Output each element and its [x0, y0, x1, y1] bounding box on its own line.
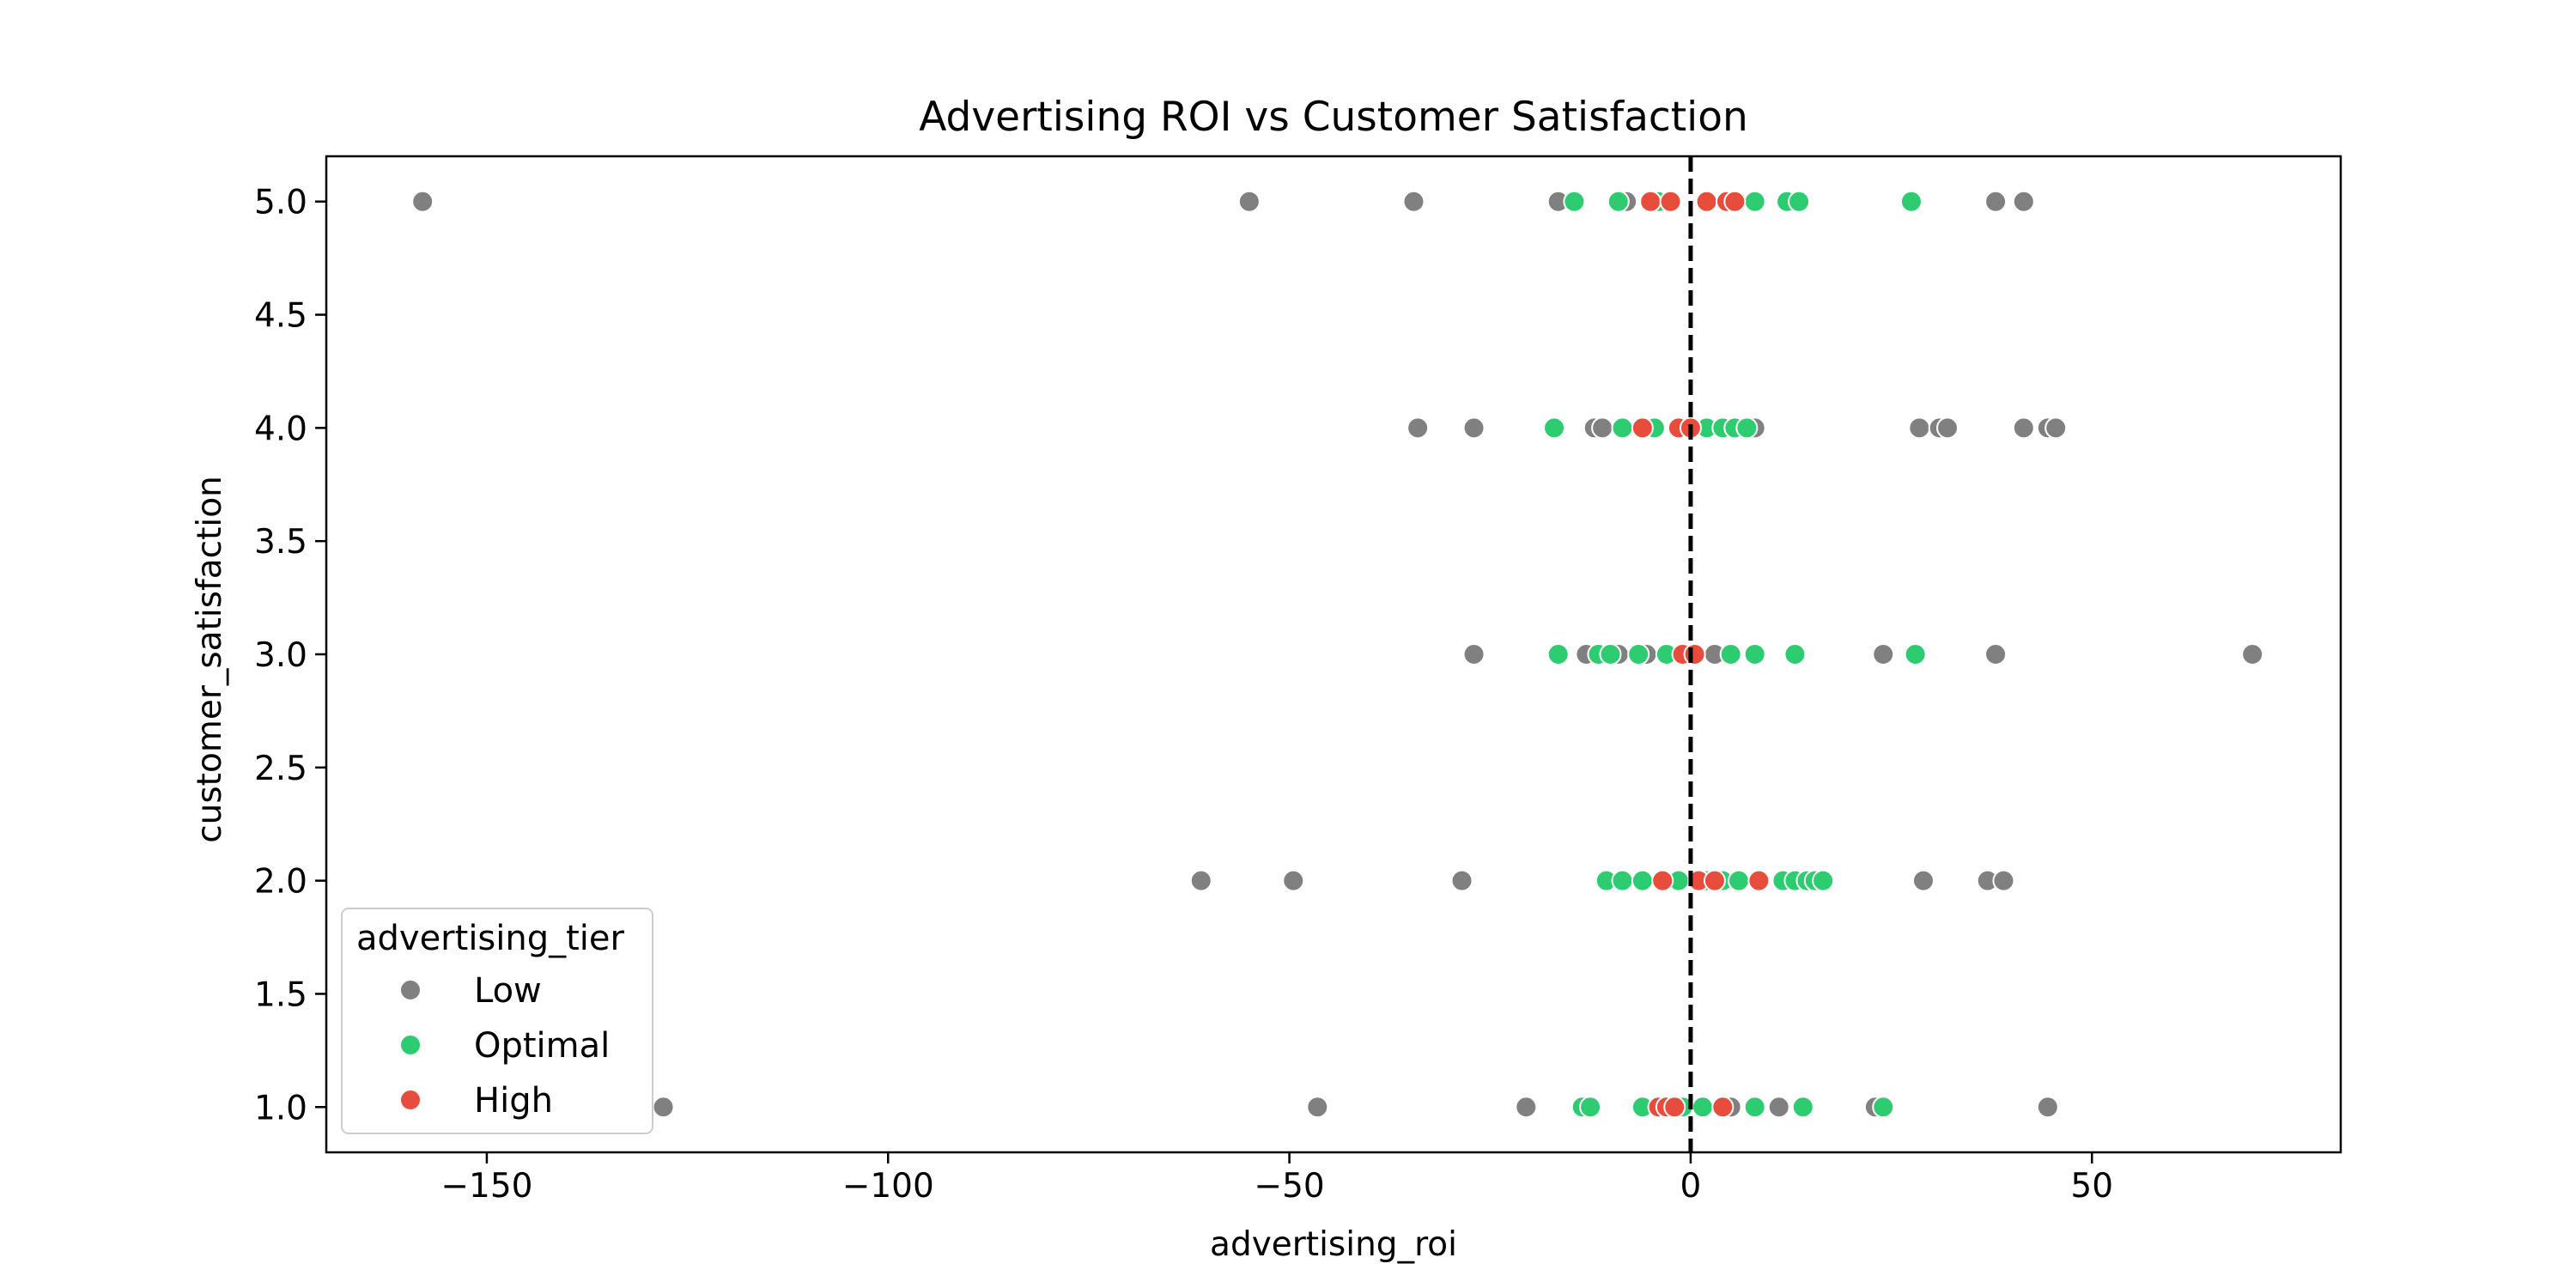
data-point: [2241, 643, 2264, 665]
data-point: [1683, 643, 1706, 665]
data-point: [1743, 643, 1766, 665]
data-point: [1546, 643, 1570, 665]
legend-label-optimal: Optimal: [474, 1026, 610, 1066]
data-point: [1695, 190, 1718, 213]
x-tick-label: −150: [440, 1167, 532, 1206]
x-tick-label: 0: [1680, 1167, 1702, 1206]
legend-box: [341, 908, 653, 1134]
data-point: [1872, 643, 1895, 665]
legend-marker-optimal: [399, 1034, 422, 1056]
data-point: [1911, 869, 1935, 892]
y-tick-label: 3.5: [254, 523, 307, 562]
data-point: [1735, 416, 1759, 440]
data-point: [1984, 643, 2008, 665]
x-tick-label: −50: [1254, 1167, 1324, 1206]
data-point: [1992, 869, 2015, 892]
data-point: [1591, 416, 1614, 440]
data-point: [1899, 190, 1923, 213]
y-tick-label: 3.0: [254, 636, 307, 675]
data-point: [1872, 1096, 1895, 1119]
data-point: [1563, 190, 1586, 213]
y-tick-label: 2.0: [254, 863, 307, 902]
data-point: [1631, 416, 1654, 440]
data-point: [1747, 869, 1771, 892]
data-point: [1627, 643, 1650, 665]
data-point: [1611, 869, 1634, 892]
data-point: [1462, 416, 1485, 440]
data-point: [1450, 869, 1473, 892]
data-point: [1904, 643, 1927, 665]
data-point: [1791, 1096, 1814, 1119]
data-point: [1703, 869, 1726, 892]
data-point: [1639, 190, 1662, 213]
y-tick-label: 5.0: [254, 184, 307, 222]
y-tick-label: 1.0: [254, 1089, 307, 1127]
x-tick-label: −100: [842, 1167, 934, 1206]
data-point: [411, 190, 434, 213]
legend-label-low: Low: [474, 971, 542, 1011]
series-high: [1631, 190, 1771, 1119]
data-point: [1723, 190, 1747, 213]
data-point: [1908, 416, 1931, 440]
legend-label-high: High: [474, 1081, 553, 1121]
data-point: [1984, 190, 2008, 213]
data-point: [1936, 416, 1959, 440]
data-point: [1728, 869, 1751, 892]
data-points: [411, 190, 2264, 1119]
x-tick-label: 50: [2070, 1167, 2113, 1206]
data-point: [1579, 1096, 1602, 1119]
legend-items: Low Optimal High: [399, 971, 610, 1121]
y-axis-label: customer_satisfaction: [191, 476, 229, 843]
data-point: [1607, 190, 1630, 213]
data-point: [1611, 416, 1634, 440]
data-point: [1783, 643, 1807, 665]
data-point: [2036, 1096, 2059, 1119]
legend: advertising_tier Low Optimal High: [341, 908, 653, 1134]
y-tick-label: 4.0: [254, 410, 307, 448]
y-tick-label: 1.5: [254, 975, 307, 1014]
data-point: [1691, 1096, 1714, 1119]
data-point: [1743, 190, 1766, 213]
legend-title: advertising_tier: [356, 919, 625, 958]
data-point: [2012, 190, 2035, 213]
data-point: [1812, 869, 1835, 892]
data-point: [1711, 1096, 1735, 1119]
data-point: [1719, 643, 1742, 665]
x-axis-label: advertising_roi: [1210, 1225, 1457, 1264]
data-point: [1402, 190, 1425, 213]
y-axis-ticks: 1.0 1.5 2.0 2.5 3.0 3.5 4.0 4.5 5.0: [254, 184, 326, 1127]
x-axis-ticks: −150 −100 −50 0 50: [440, 1152, 2113, 1206]
data-point: [1659, 190, 1682, 213]
legend-marker-low: [399, 979, 422, 1001]
y-tick-label: 2.5: [254, 750, 307, 788]
data-point: [2012, 416, 2035, 440]
legend-marker-high: [399, 1089, 422, 1111]
data-point: [1767, 1096, 1790, 1119]
data-point: [1237, 190, 1261, 213]
series-optimal: [1543, 190, 1927, 1119]
data-point: [1306, 1096, 1329, 1119]
data-point: [1663, 1096, 1686, 1119]
data-point: [1282, 869, 1305, 892]
data-point: [1515, 1096, 1538, 1119]
data-point: [1599, 643, 1622, 665]
data-point: [1651, 869, 1674, 892]
data-point: [1189, 869, 1212, 892]
data-point: [1788, 190, 1811, 213]
plot-frame: [325, 155, 2342, 1154]
data-point: [1631, 869, 1654, 892]
data-point: [1543, 416, 1566, 440]
data-point: [1462, 643, 1485, 665]
data-point: [2044, 416, 2068, 440]
data-point: [1743, 1096, 1766, 1119]
data-point: [652, 1096, 675, 1119]
y-tick-label: 4.5: [254, 297, 307, 336]
data-point: [1406, 416, 1430, 440]
chart-title: Advertising ROI vs Customer Satisfaction: [919, 94, 1748, 141]
